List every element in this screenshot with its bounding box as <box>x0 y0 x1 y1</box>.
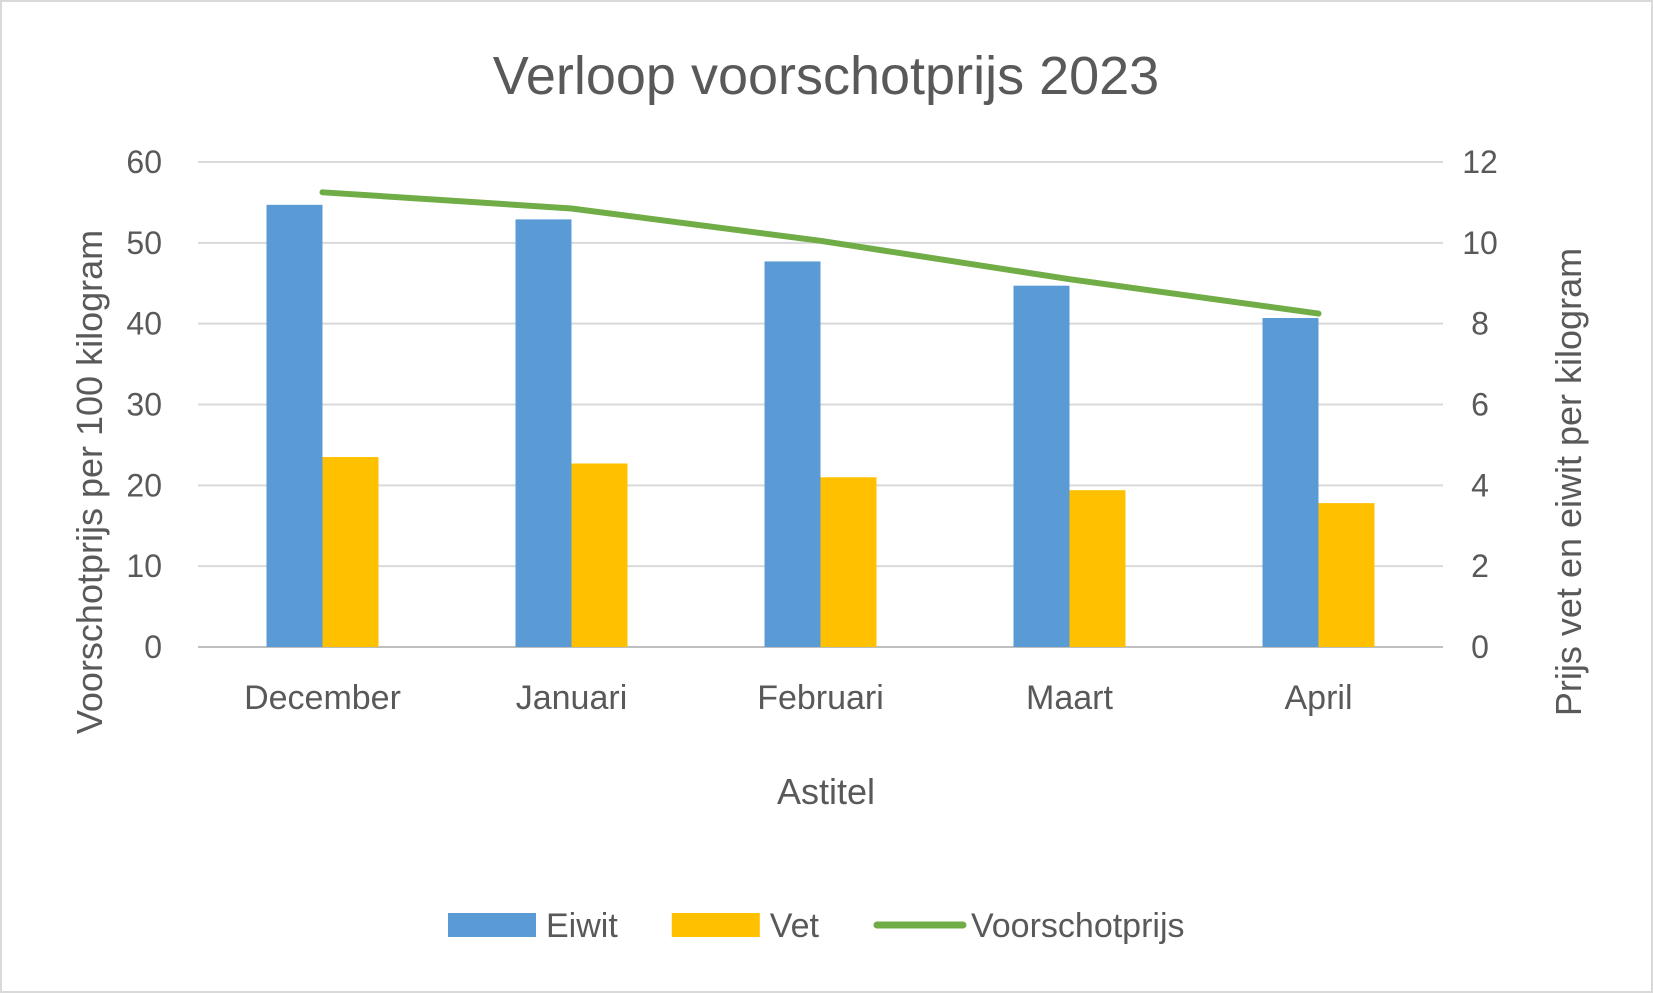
legend-swatch <box>448 913 536 937</box>
y-tick-label: 0 <box>144 629 162 665</box>
line-series <box>319 189 1322 317</box>
y-axis-title: Voorschotprijs per 100 kilogram <box>69 230 110 734</box>
bar-vet-februari <box>820 477 877 647</box>
y2-tick-label: 6 <box>1471 387 1489 423</box>
y2-tick-label: 4 <box>1471 467 1489 503</box>
y2-tick-label: 2 <box>1471 548 1489 584</box>
left-axis-ticks: 0 10 20 30 40 50 60 <box>126 144 162 665</box>
line-voorschotprijs <box>319 189 1322 317</box>
bar-eiwit-februari <box>764 261 821 647</box>
legend-item-vet: Vet <box>671 907 820 945</box>
y2-tick-label: 10 <box>1462 225 1498 261</box>
bars <box>266 204 1375 647</box>
category-label: December <box>244 679 401 717</box>
category-label: Februari <box>757 679 884 717</box>
y-tick-label: 60 <box>126 144 162 180</box>
y2-tick-label: 12 <box>1462 144 1498 180</box>
y-tick-label: 40 <box>126 306 162 342</box>
bar-vet-april <box>1318 503 1375 647</box>
bar-vet-maart <box>1069 490 1126 647</box>
bar-eiwit-maart <box>1013 285 1070 647</box>
bar-eiwit-april <box>1262 318 1319 647</box>
category-labels: December Januari Februari Maart April <box>244 679 1352 717</box>
legend-label: Vet <box>770 907 820 945</box>
legend-label: Voorschotprijs <box>971 907 1185 945</box>
x-axis-title: Astitel <box>777 771 875 812</box>
y-tick-label: 50 <box>126 225 162 261</box>
y2-tick-label: 8 <box>1471 306 1489 342</box>
legend-item-voorschotprijs: Voorschotprijs <box>873 907 1185 945</box>
right-axis-ticks: 0 2 4 6 8 10 12 <box>1462 144 1498 665</box>
bar-eiwit-januari <box>515 219 572 647</box>
category-label: Januari <box>516 679 628 717</box>
category-label: April <box>1284 679 1352 717</box>
chart-title: Verloop voorschotprijs 2023 <box>493 46 1159 106</box>
y-tick-label: 30 <box>126 387 162 423</box>
legend-label: Eiwit <box>546 907 618 945</box>
legend: Eiwit Vet Voorschotprijs <box>448 907 1185 945</box>
y-tick-label: 20 <box>126 467 162 503</box>
bar-eiwit-december <box>266 204 323 647</box>
y-tick-label: 10 <box>126 548 162 584</box>
category-label: Maart <box>1026 679 1113 717</box>
y2-axis-title: Prijs vet en eiwit per kilogram <box>1548 248 1589 716</box>
legend-swatch <box>671 913 760 937</box>
legend-item-eiwit: Eiwit <box>448 907 618 945</box>
bar-vet-december <box>322 457 379 647</box>
bar-vet-januari <box>571 463 628 647</box>
y2-tick-label: 0 <box>1471 629 1489 665</box>
